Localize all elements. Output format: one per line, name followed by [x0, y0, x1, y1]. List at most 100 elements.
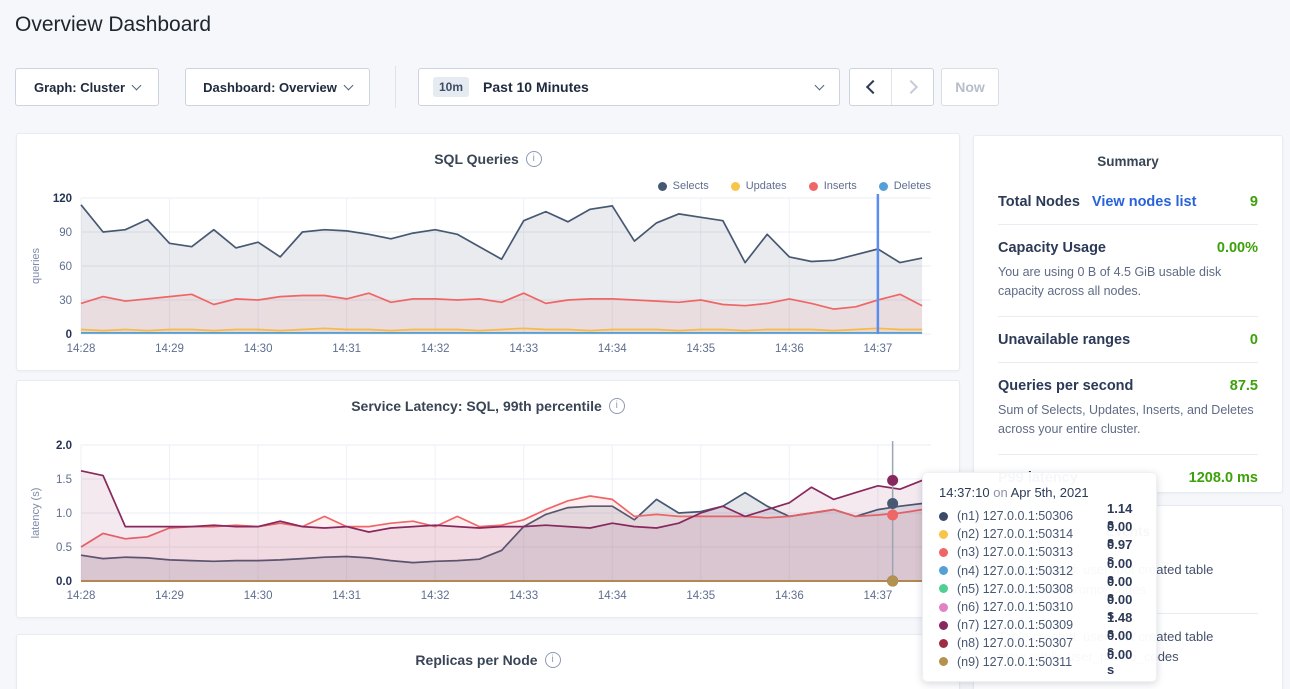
info-icon[interactable]: i — [544, 652, 561, 668]
tooltip-node-row: (n2) 127.0.0.1:50314 0.00 s — [939, 519, 1142, 549]
svg-text:14:30: 14:30 — [244, 590, 273, 602]
summary-value: 1208.0 ms — [1188, 469, 1258, 486]
legend-item-selects[interactable]: Selects — [657, 180, 709, 192]
summary-heading: Summary — [1097, 154, 1159, 169]
series-dot-icon — [657, 181, 667, 191]
chevron-down-icon — [343, 80, 354, 90]
series-dot-icon — [939, 529, 948, 539]
svg-text:14:34: 14:34 — [598, 343, 627, 355]
svg-text:30: 30 — [59, 295, 72, 307]
sql-queries-card: SQL Queries i Selects Updates Inserts De… — [16, 133, 960, 371]
svg-text:14:36: 14:36 — [775, 590, 804, 602]
svg-text:1.0: 1.0 — [56, 508, 72, 520]
svg-text:14:36: 14:36 — [775, 343, 804, 355]
now-button[interactable]: Now — [941, 68, 999, 106]
info-icon[interactable]: i — [608, 398, 625, 414]
tooltip-node-row: (n3) 127.0.0.1:50313 0.97 s — [939, 537, 1142, 567]
series-dot-icon — [878, 181, 888, 191]
time-range-badge: 10m — [433, 77, 470, 97]
svg-text:14:37: 14:37 — [863, 343, 892, 355]
page-title: Overview Dashboard — [15, 13, 212, 36]
chart-title: Service Latency: SQL, 99th percentile — [351, 398, 602, 414]
summary-label: Total Nodes — [998, 194, 1080, 210]
svg-text:14:29: 14:29 — [155, 590, 184, 602]
series-dot-icon — [939, 602, 948, 612]
svg-text:14:33: 14:33 — [509, 343, 538, 355]
series-dot-icon — [939, 584, 948, 594]
summary-label: Queries per second — [998, 377, 1134, 394]
legend-item-deletes[interactable]: Deletes — [878, 180, 931, 192]
tooltip-node-row: (n1) 127.0.0.1:50306 1.14 s — [939, 501, 1142, 531]
svg-text:14:28: 14:28 — [67, 590, 96, 602]
view-nodes-list-link[interactable]: View nodes list — [1091, 194, 1197, 210]
svg-text:14:28: 14:28 — [67, 343, 96, 355]
series-dot-icon — [939, 511, 948, 521]
svg-text:queries: queries — [30, 247, 42, 284]
summary-value: 0.00% — [1216, 240, 1258, 256]
summary-desc: You are using 0 B of 4.5 GiB usable disk… — [998, 265, 1222, 299]
svg-text:14:31: 14:31 — [332, 343, 361, 355]
sql-queries-chart[interactable]: 0 30 60 90 120 14:28 14:29 14:30 14:31 14:32 14:33… — [17, 134, 959, 370]
series-dot-icon — [939, 620, 948, 630]
series-dot-icon — [939, 566, 948, 576]
time-range-dropdown[interactable]: 10m Past 10 Minutes — [418, 68, 840, 106]
time-forward-button[interactable] — [891, 69, 933, 105]
chart-title: SQL Queries — [434, 151, 519, 167]
svg-text:0: 0 — [66, 329, 72, 341]
summary-value: 87.5 — [1229, 377, 1258, 394]
series-dot-icon — [939, 638, 948, 648]
summary-row-unavailable-ranges: Unavailable ranges 0 — [998, 315, 1258, 362]
svg-text:14:31: 14:31 — [332, 590, 361, 602]
graph-scope-dropdown[interactable]: Graph: Cluster — [15, 68, 159, 106]
tooltip-node-row: (n4) 127.0.0.1:50312 0.00 s — [939, 556, 1142, 586]
svg-text:120: 120 — [53, 193, 72, 205]
chevron-left-icon — [865, 79, 880, 95]
chart-legend: Selects Updates Inserts Deletes — [657, 180, 931, 192]
summary-label: Capacity Usage — [998, 240, 1106, 256]
tooltip-node-row: (n9) 127.0.0.1:50311 0.00 s — [939, 647, 1142, 677]
service-latency-card: Service Latency: SQL, 99th percentile i … — [16, 380, 960, 618]
summary-desc: Sum of Selects, Updates, Inserts, and De… — [998, 402, 1254, 437]
tooltip-timestamp: 14:37:10 on Apr 5th, 2021 — [939, 485, 1089, 500]
series-dot-icon — [939, 657, 948, 667]
chart-title: Replicas per Node — [415, 652, 538, 668]
svg-text:60: 60 — [59, 261, 72, 273]
svg-text:14:37: 14:37 — [863, 590, 892, 602]
info-icon[interactable]: i — [525, 151, 542, 167]
dashboard-dropdown[interactable]: Dashboard: Overview — [185, 68, 370, 106]
svg-text:latency (s): latency (s) — [30, 488, 42, 539]
summary-panel: Summary Total Nodes View nodes list 9 Ca… — [973, 135, 1283, 493]
legend-item-inserts[interactable]: Inserts — [808, 180, 857, 192]
svg-text:14:35: 14:35 — [686, 343, 715, 355]
svg-text:1.5: 1.5 — [56, 474, 72, 486]
svg-text:2.0: 2.0 — [56, 440, 72, 452]
tooltip-node-row: (n5) 127.0.0.1:50308 0.00 s — [939, 574, 1142, 604]
tooltip-node-row: (n6) 127.0.0.1:50310 0.00 s — [939, 592, 1142, 622]
svg-text:14:33: 14:33 — [509, 590, 538, 602]
chevron-down-icon — [131, 80, 142, 90]
dashboard-label: Dashboard: Overview — [203, 79, 337, 95]
svg-text:90: 90 — [59, 227, 72, 239]
svg-text:14:32: 14:32 — [421, 343, 450, 355]
legend-item-updates[interactable]: Updates — [730, 180, 787, 192]
chevron-down-icon — [814, 80, 825, 90]
summary-row-capacity-usage: Capacity Usage 0.00% You are using 0 B o… — [998, 224, 1258, 316]
time-range-label: Past 10 Minutes — [483, 79, 589, 95]
summary-row-queries-per-second: Queries per second 87.5 Sum of Selects, … — [998, 361, 1258, 454]
svg-text:14:30: 14:30 — [244, 343, 273, 355]
svg-text:14:34: 14:34 — [598, 590, 627, 602]
chevron-right-icon — [903, 79, 918, 95]
svg-text:14:29: 14:29 — [155, 343, 184, 355]
svg-text:0.0: 0.0 — [56, 576, 72, 588]
tooltip-node-row: (n7) 127.0.0.1:50309 1.48 s — [939, 610, 1142, 640]
svg-text:0.5: 0.5 — [56, 542, 72, 554]
time-back-button[interactable] — [850, 69, 891, 105]
summary-value: 0 — [1249, 331, 1258, 348]
tooltip-node-row: (n8) 127.0.0.1:50307 0.00 s — [939, 628, 1142, 658]
service-latency-chart[interactable]: 0.0 0.5 1.0 1.5 2.0 14:28 14:29 14:30 14:31 14:32… — [17, 381, 959, 617]
graph-scope-label: Graph: Cluster — [33, 79, 125, 95]
series-dot-icon — [730, 181, 740, 191]
svg-text:14:35: 14:35 — [686, 590, 715, 602]
series-dot-icon — [808, 181, 818, 191]
